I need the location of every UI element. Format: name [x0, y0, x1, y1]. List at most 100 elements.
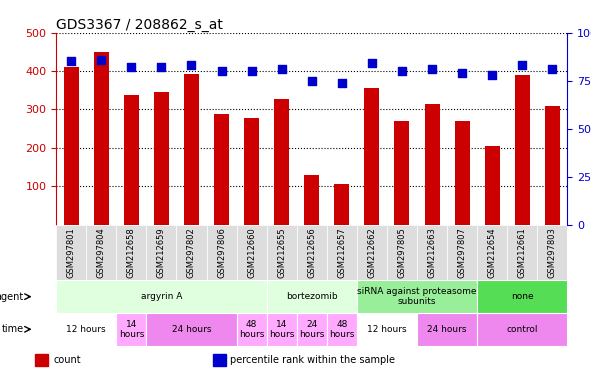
Point — [337, 79, 346, 86]
Bar — [297, 313, 327, 346]
Point — [427, 66, 437, 72]
Text: GSM297801: GSM297801 — [67, 227, 76, 278]
Bar — [304, 175, 319, 225]
Bar — [394, 121, 410, 225]
Bar — [417, 313, 477, 346]
Text: GSM297803: GSM297803 — [548, 227, 557, 278]
Text: 48
hours: 48 hours — [239, 319, 264, 339]
Bar — [365, 88, 379, 225]
Point — [397, 68, 407, 74]
Bar — [56, 280, 267, 313]
Text: 12 hours: 12 hours — [367, 325, 407, 334]
Point — [187, 62, 196, 68]
Point — [96, 56, 106, 63]
Point — [457, 70, 467, 76]
Bar — [236, 313, 267, 346]
Bar — [454, 121, 470, 225]
Text: GSM297806: GSM297806 — [217, 227, 226, 278]
Text: GSM297802: GSM297802 — [187, 227, 196, 278]
Text: count: count — [53, 355, 81, 365]
Bar — [124, 95, 139, 225]
Text: time: time — [2, 324, 24, 334]
Bar — [515, 75, 530, 225]
Text: GSM297805: GSM297805 — [398, 227, 407, 278]
Bar — [274, 99, 289, 225]
Text: 24 hours: 24 hours — [427, 325, 467, 334]
Bar — [335, 184, 349, 225]
Bar — [537, 225, 567, 280]
Text: GSM212658: GSM212658 — [127, 227, 136, 278]
Text: siRNA against proteasome
subunits: siRNA against proteasome subunits — [357, 287, 477, 306]
Bar — [56, 313, 116, 346]
Bar — [485, 146, 500, 225]
Text: argyrin A: argyrin A — [141, 292, 182, 301]
Point — [217, 68, 226, 74]
Bar — [477, 225, 507, 280]
Point — [367, 60, 376, 66]
Bar — [327, 225, 357, 280]
Text: 24 hours: 24 hours — [172, 325, 211, 334]
Point — [307, 78, 317, 84]
Bar — [387, 225, 417, 280]
Text: control: control — [506, 325, 538, 334]
Bar — [267, 313, 297, 346]
Point — [488, 72, 497, 78]
Bar — [184, 74, 199, 225]
Text: GSM212655: GSM212655 — [277, 227, 286, 278]
Text: GSM212662: GSM212662 — [368, 227, 376, 278]
Bar — [267, 280, 357, 313]
Text: GSM297804: GSM297804 — [97, 227, 106, 278]
Text: GSM212659: GSM212659 — [157, 227, 166, 278]
Point — [518, 62, 527, 68]
Text: agent: agent — [0, 291, 24, 302]
Bar — [357, 280, 477, 313]
Text: 24
hours: 24 hours — [299, 319, 324, 339]
Text: GSM212657: GSM212657 — [337, 227, 346, 278]
Bar — [327, 313, 357, 346]
Bar — [206, 225, 236, 280]
Bar — [244, 118, 259, 225]
Bar — [267, 225, 297, 280]
Bar — [154, 92, 169, 225]
Bar — [236, 225, 267, 280]
Bar — [545, 106, 560, 225]
Bar — [116, 225, 147, 280]
Point — [247, 68, 256, 74]
Bar — [297, 225, 327, 280]
Text: GSM212660: GSM212660 — [247, 227, 256, 278]
Bar — [507, 225, 537, 280]
Text: none: none — [511, 292, 534, 301]
Bar — [147, 313, 236, 346]
Bar — [86, 225, 116, 280]
Bar — [177, 225, 206, 280]
Bar — [357, 225, 387, 280]
Text: GDS3367 / 208862_s_at: GDS3367 / 208862_s_at — [56, 18, 223, 31]
Text: GSM212663: GSM212663 — [427, 227, 437, 278]
Bar — [357, 313, 417, 346]
Text: percentile rank within the sample: percentile rank within the sample — [230, 355, 395, 365]
Bar — [447, 225, 477, 280]
Bar — [56, 225, 86, 280]
Bar — [477, 313, 567, 346]
Point — [548, 66, 557, 72]
Text: 14
hours: 14 hours — [269, 319, 294, 339]
Bar — [147, 225, 177, 280]
Bar — [424, 104, 440, 225]
Bar — [477, 280, 567, 313]
Bar — [94, 52, 109, 225]
Bar — [116, 313, 147, 346]
Bar — [64, 67, 79, 225]
Text: GSM212661: GSM212661 — [518, 227, 527, 278]
Bar — [417, 225, 447, 280]
Point — [66, 58, 76, 65]
Bar — [35, 354, 48, 366]
Text: GSM212656: GSM212656 — [307, 227, 316, 278]
Bar — [213, 354, 226, 366]
Text: bortezomib: bortezomib — [286, 292, 337, 301]
Point — [277, 66, 287, 72]
Text: GSM212654: GSM212654 — [488, 227, 496, 278]
Bar — [214, 114, 229, 225]
Text: 48
hours: 48 hours — [329, 319, 355, 339]
Text: 12 hours: 12 hours — [66, 325, 106, 334]
Point — [157, 64, 166, 70]
